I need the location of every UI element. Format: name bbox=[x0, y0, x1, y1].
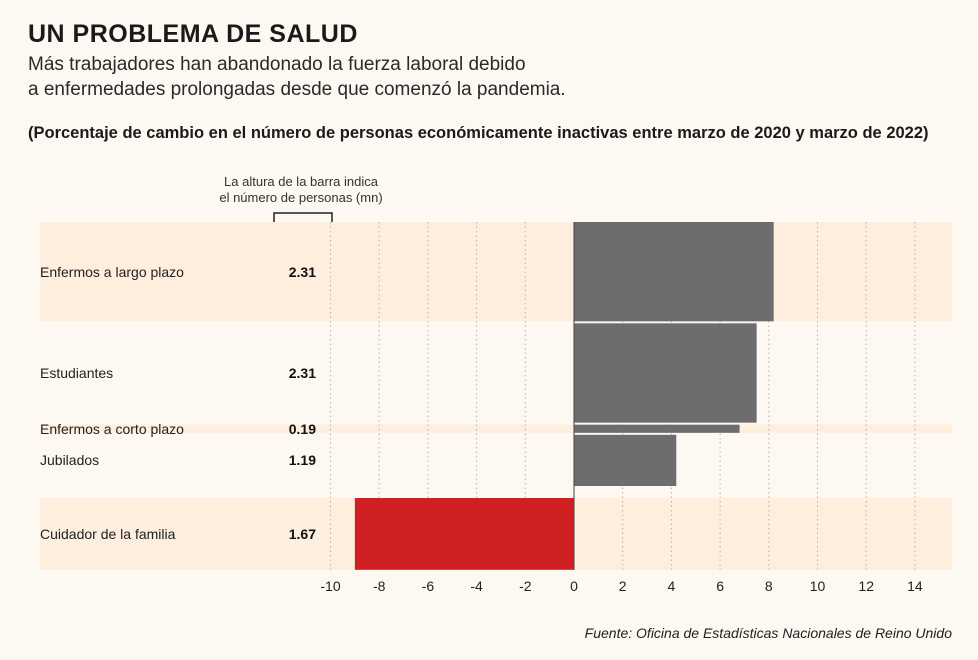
x-tick-label: -8 bbox=[373, 578, 386, 594]
scale-bracket bbox=[273, 212, 333, 222]
size-label: 1.67 bbox=[288, 525, 316, 542]
bar bbox=[574, 222, 774, 322]
x-tick-label: -4 bbox=[470, 578, 483, 594]
x-tick-label: 0 bbox=[570, 578, 578, 594]
row-band bbox=[40, 424, 952, 433]
size-label: 0.19 bbox=[288, 420, 316, 437]
x-tick-label: -10 bbox=[320, 578, 340, 594]
subtitle-line-1: Más trabajadores han abandonado la fuerz… bbox=[28, 54, 526, 75]
x-tick-label: 4 bbox=[668, 578, 676, 594]
bar-height-note-line-2: el número de personas (mn) bbox=[219, 190, 383, 205]
source-note: Fuente: Oficina de Estadísticas Nacional… bbox=[584, 625, 952, 641]
x-tick-label: -6 bbox=[422, 578, 435, 594]
category-label: Estudiantes bbox=[40, 364, 114, 381]
bar bbox=[354, 498, 574, 570]
bar bbox=[574, 323, 757, 423]
chart-title: UN PROBLEMA DE SALUD bbox=[28, 20, 358, 48]
x-tick-label: 10 bbox=[810, 578, 826, 594]
x-tick-label: 14 bbox=[907, 578, 923, 594]
subtitle-line-2: a enfermedades prolongadas desde que com… bbox=[28, 79, 566, 100]
row-band bbox=[40, 222, 952, 322]
bar-height-note: La altura de la barra indica el número d… bbox=[206, 174, 396, 206]
category-label: Jubilados bbox=[40, 452, 100, 469]
size-label: 1.19 bbox=[288, 452, 316, 469]
category-label: Cuidador de la familia bbox=[40, 525, 176, 542]
x-tick-label: 8 bbox=[765, 578, 773, 594]
size-label: 2.31 bbox=[288, 263, 316, 280]
x-tick-label: -2 bbox=[519, 578, 532, 594]
size-label: 2.31 bbox=[288, 364, 316, 381]
category-label: Enfermos a corto plazo bbox=[40, 420, 184, 437]
x-tick-label: 2 bbox=[619, 578, 627, 594]
category-label: Enfermos a largo plazo bbox=[40, 263, 184, 280]
bar bbox=[574, 434, 677, 486]
chart-subtitle: Más trabajadores han abandonado la fuerz… bbox=[28, 52, 648, 102]
bar bbox=[574, 424, 740, 433]
x-tick-label: 12 bbox=[858, 578, 874, 594]
x-tick-label: 6 bbox=[716, 578, 724, 594]
bar-height-note-line-1: La altura de la barra indica bbox=[224, 174, 378, 189]
measure-description: (Porcentaje de cambio en el número de pe… bbox=[28, 124, 929, 142]
